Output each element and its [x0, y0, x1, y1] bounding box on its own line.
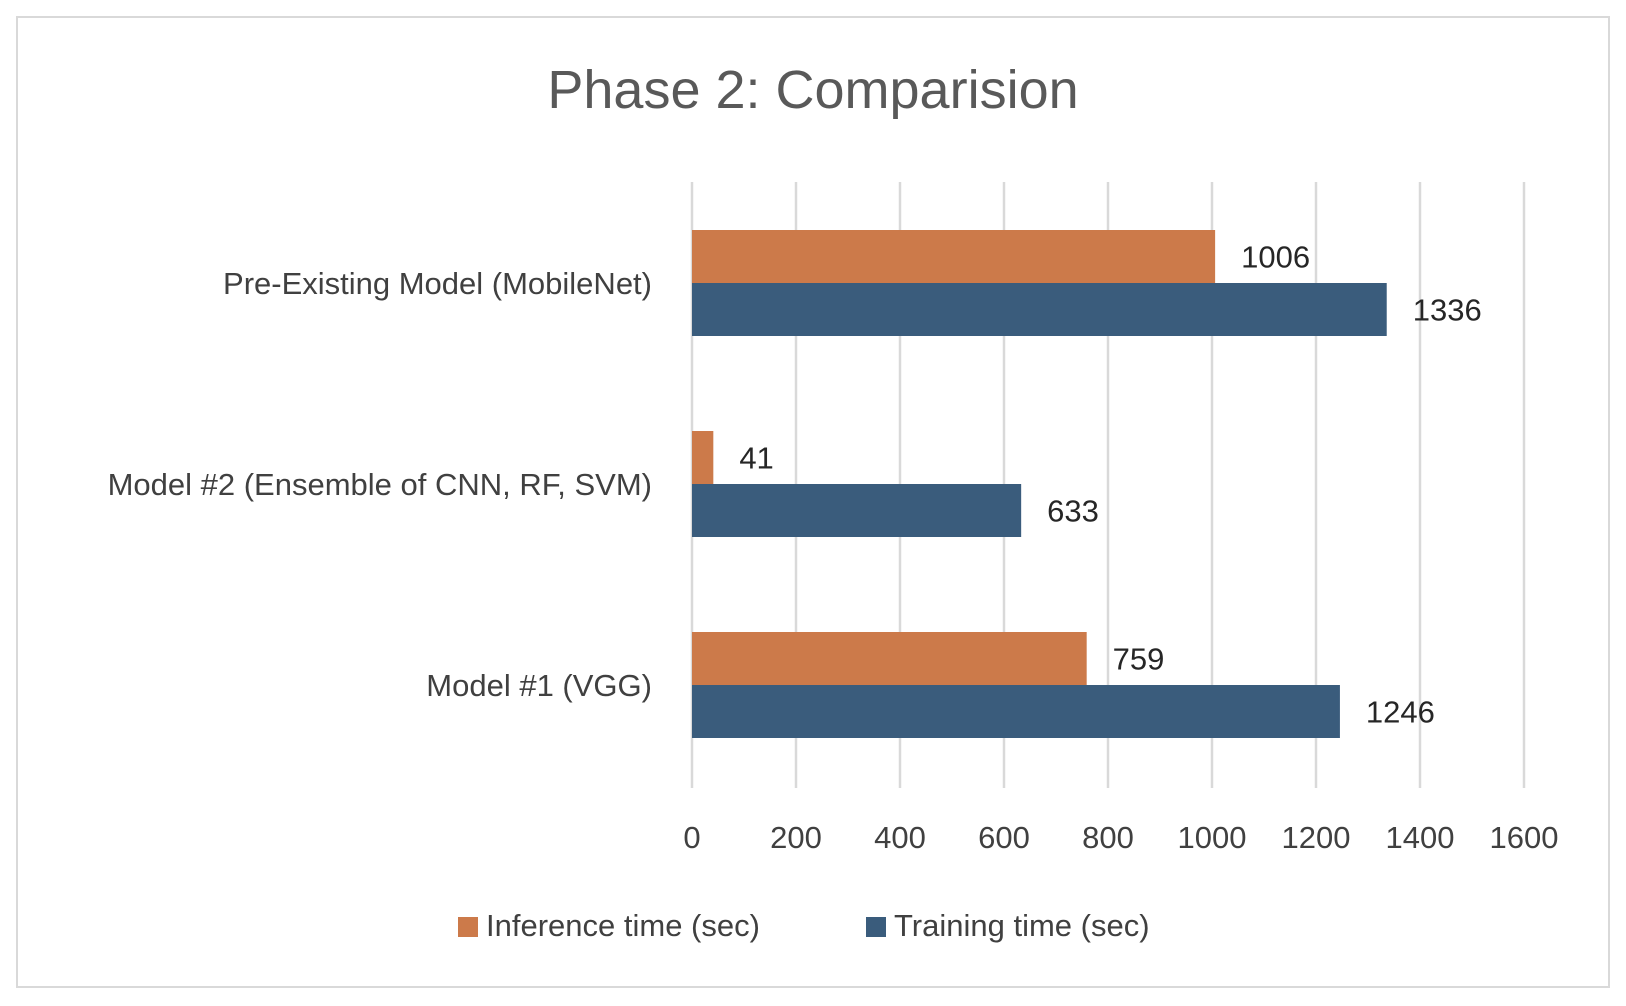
chart-title: Phase 2: Comparision: [547, 60, 1078, 120]
category-labels: Pre-Existing Model (MobileNet) Model #2 (…: [108, 266, 652, 703]
data-label: 633: [1047, 494, 1099, 529]
bars: 1006 1336 41 633 759 1246: [692, 230, 1482, 738]
bar: [692, 484, 1022, 537]
data-label: 41: [739, 441, 773, 476]
bar: [692, 283, 1387, 336]
x-tick-label: 800: [1082, 820, 1134, 855]
data-label: 1246: [1366, 695, 1435, 730]
legend-label: Training time (sec): [894, 908, 1150, 943]
category-label: Model #1 (VGG): [426, 668, 652, 703]
legend-swatch: [458, 917, 478, 937]
data-label: 1336: [1413, 293, 1482, 328]
x-tick-label: 200: [770, 820, 822, 855]
x-tick-label: 1200: [1282, 820, 1351, 855]
x-tick-label: 1000: [1178, 820, 1247, 855]
bar: [692, 685, 1340, 738]
category-label: Model #2 (Ensemble of CNN, RF, SVM): [108, 467, 652, 502]
bar: [692, 632, 1087, 685]
bar: [692, 230, 1216, 283]
x-tick-label: 600: [978, 820, 1030, 855]
x-tick-label: 400: [874, 820, 926, 855]
data-label: 759: [1113, 642, 1165, 677]
legend-label: Inference time (sec): [486, 908, 760, 943]
x-tick-label: 1400: [1386, 820, 1455, 855]
x-tick-labels: 0 200 400 600 800 1000 1200 1400 1600: [683, 820, 1558, 855]
x-tick-label: 0: [683, 820, 700, 855]
bar: [692, 431, 714, 484]
legend: Inference time (sec) Training time (sec): [458, 908, 1150, 943]
category-label: Pre-Existing Model (MobileNet): [223, 266, 652, 301]
data-label: 1006: [1241, 240, 1310, 275]
legend-swatch: [866, 917, 886, 937]
x-tick-label: 1600: [1490, 820, 1559, 855]
